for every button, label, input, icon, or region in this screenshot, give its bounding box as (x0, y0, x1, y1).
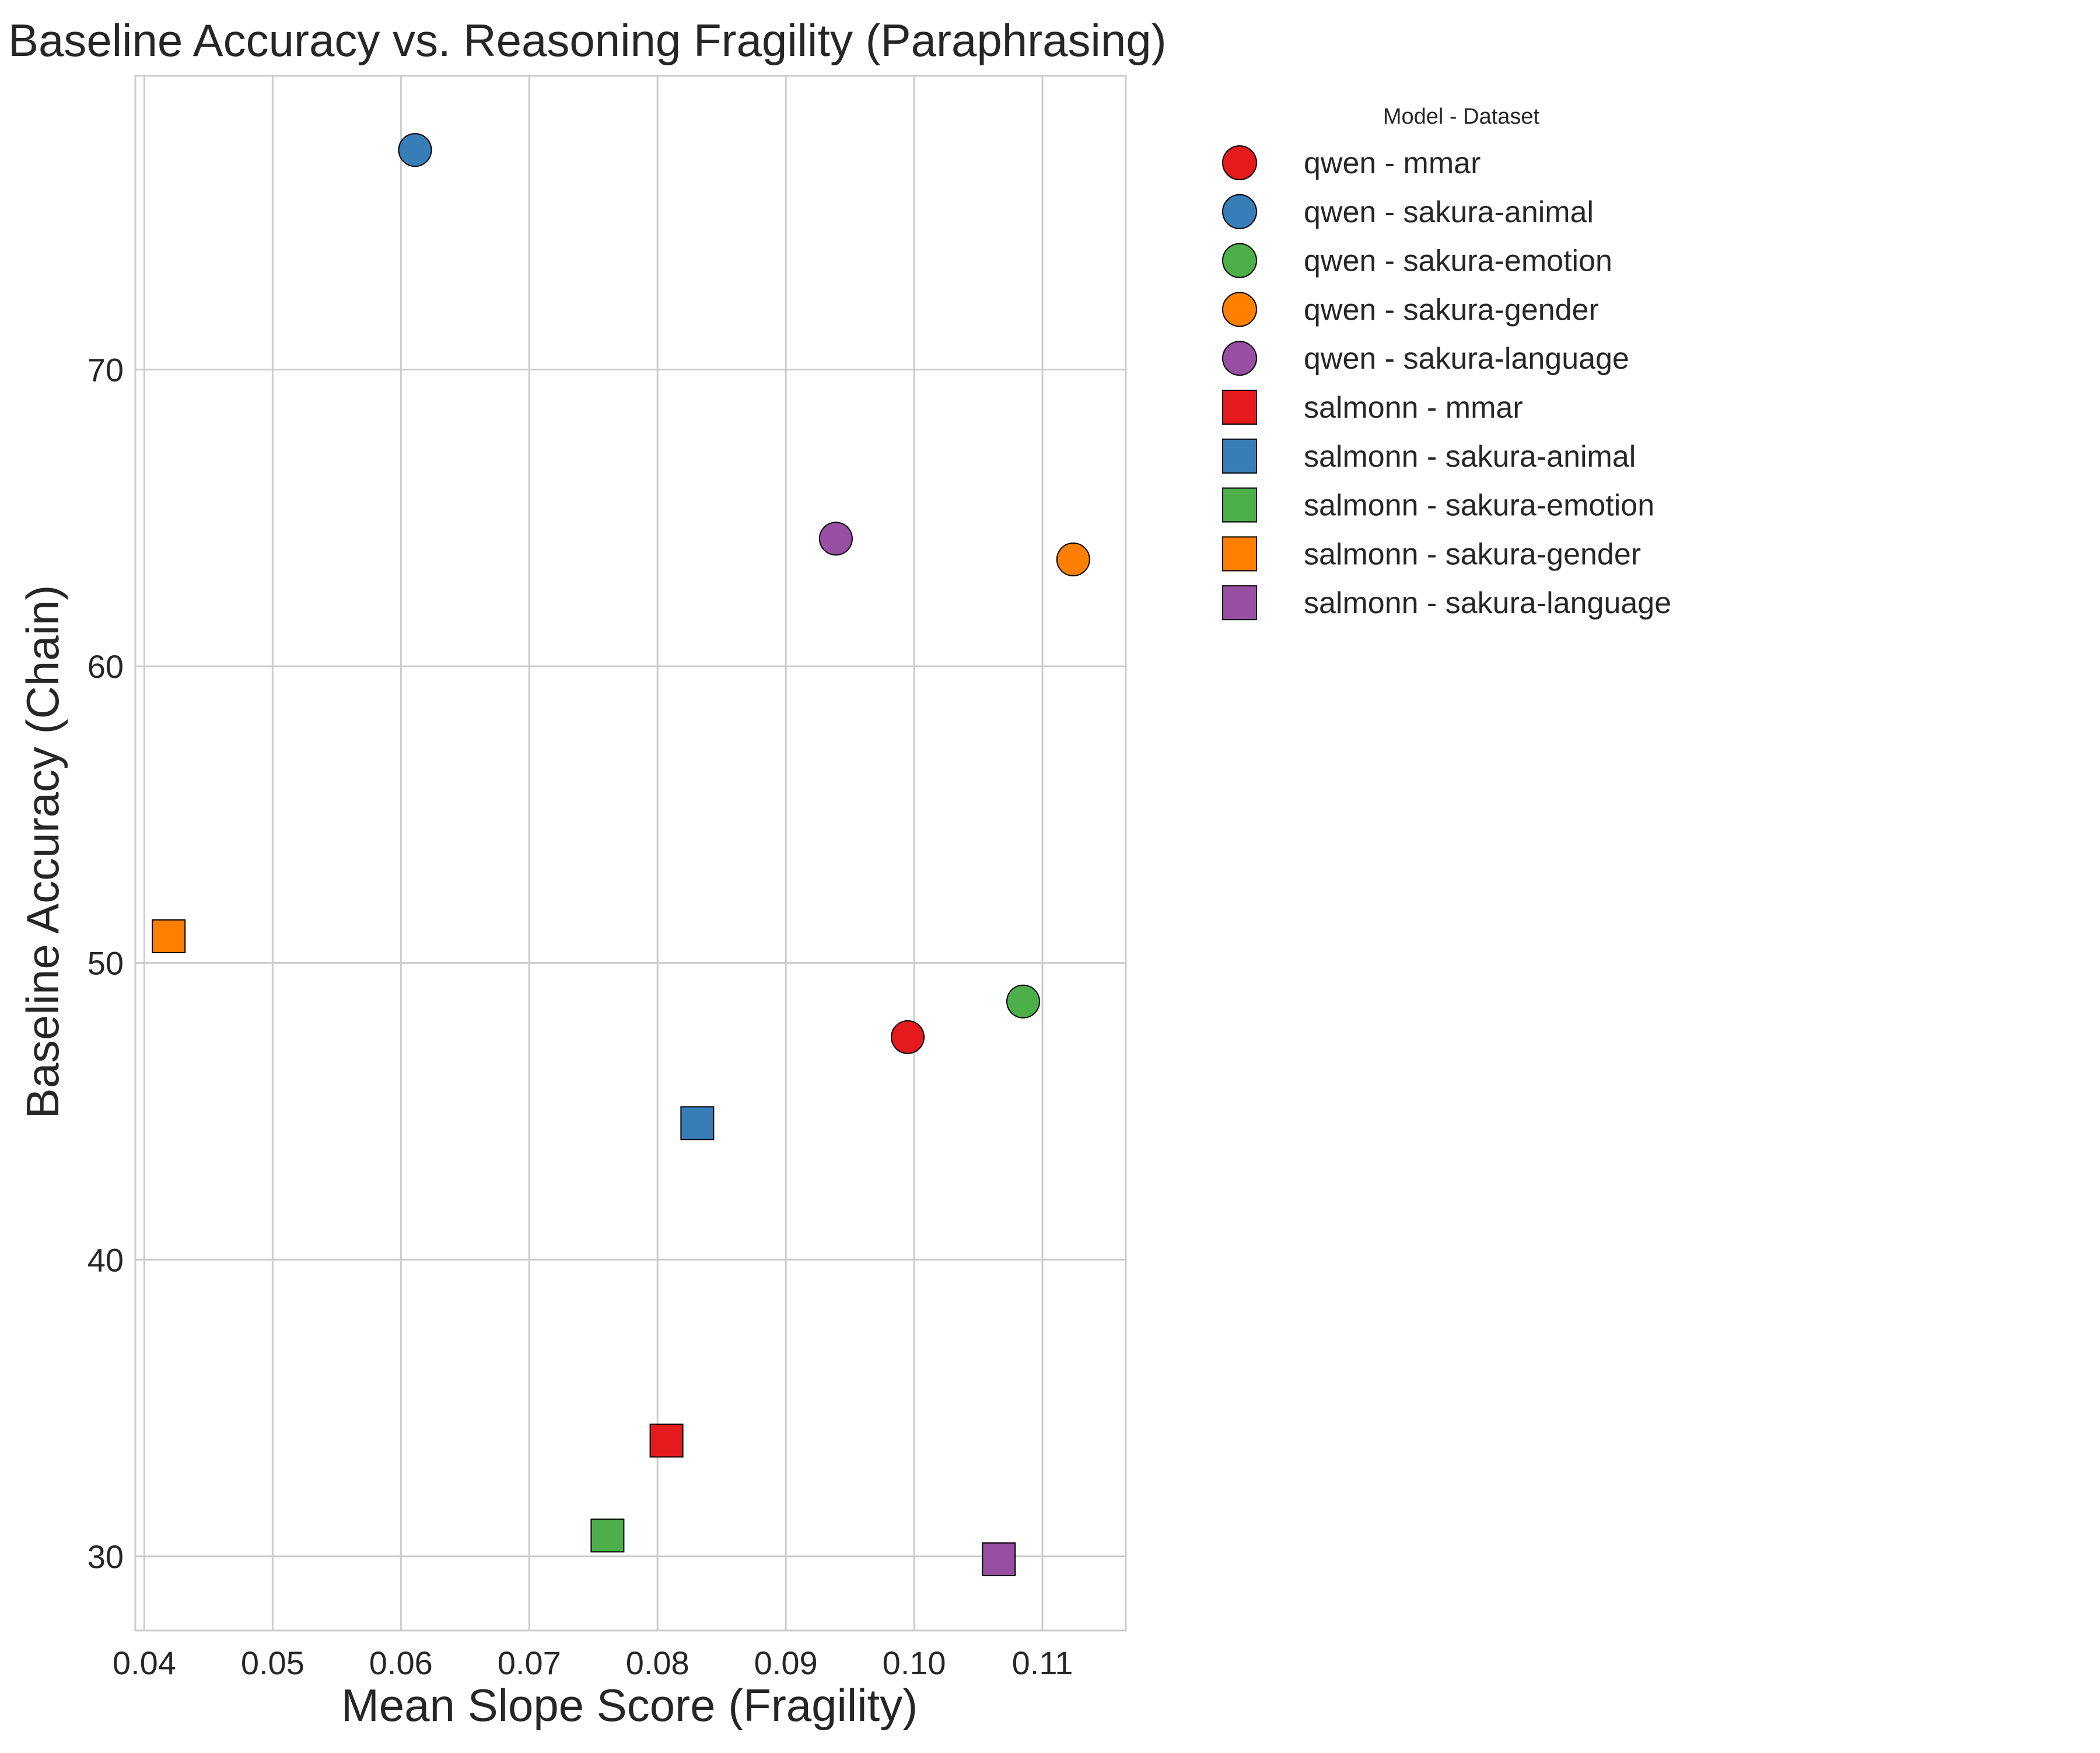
legend-label: salmonn - sakura-emotion (1304, 489, 1654, 523)
legend-marker (1222, 194, 1257, 229)
legend-items: qwen - mmar qwen - sakura-animal qwen - sa… (1222, 145, 1671, 621)
legend-marker (1222, 438, 1257, 474)
legend-item-qwen-sakura-gender: qwen - sakura-gender (1222, 292, 1599, 327)
point-qwen-sakura-animal (398, 133, 432, 167)
y-tick-label: 30 (88, 1538, 124, 1575)
legend-item-qwen-sakura-emotion: qwen - sakura-emotion (1222, 243, 1612, 278)
legend-item-salmonn-sakura-emotion: salmonn - sakura-emotion (1222, 487, 1654, 523)
legend-label: salmonn - sakura-gender (1304, 537, 1641, 571)
x-tick-label: 0.09 (754, 1644, 818, 1681)
point-qwen-mmar (891, 1020, 925, 1054)
legend-marker (1222, 487, 1257, 523)
legend-marker (1222, 243, 1257, 278)
legend-item-salmonn-sakura-language: salmonn - sakura-language (1222, 585, 1671, 621)
x-axis-ticks: 0.04 0.05 0.06 0.07 0.08 0.09 0.10 0.11 (113, 1644, 1073, 1681)
legend-marker (1222, 145, 1257, 180)
y-tick-label: 70 (88, 352, 124, 389)
point-salmonn-sakura-language (982, 1542, 1016, 1576)
legend-label: salmonn - mmar (1304, 391, 1523, 425)
plot-area-frame (134, 75, 1127, 1632)
legend-label: qwen - sakura-language (1304, 342, 1629, 376)
y-tick-label: 50 (88, 945, 124, 982)
legend-label: qwen - sakura-emotion (1304, 244, 1612, 278)
grid (135, 76, 1126, 1630)
point-salmonn-sakura-gender (152, 919, 186, 953)
legend-title: Model - Dataset (1383, 104, 1540, 129)
x-tick-label: 0.11 (1012, 1644, 1073, 1681)
y-tick-label: 60 (88, 648, 124, 685)
legend-label: qwen - sakura-gender (1304, 293, 1599, 327)
legend-item-qwen-sakura-language: qwen - sakura-language (1222, 341, 1629, 376)
legend-marker (1222, 292, 1257, 327)
legend-marker (1222, 390, 1257, 425)
point-qwen-sakura-gender (1056, 542, 1090, 576)
x-tick-label: 0.05 (241, 1644, 304, 1681)
legend-item-salmonn-mmar: salmonn - mmar (1222, 390, 1523, 425)
x-axis-label: Mean Slope Score (Fragility) (341, 1679, 918, 1731)
x-tick-label: 0.04 (113, 1644, 176, 1681)
legend-marker (1222, 585, 1257, 621)
legend-item-qwen-sakura-animal: qwen - sakura-animal (1222, 194, 1594, 229)
point-qwen-sakura-language (818, 522, 853, 556)
legend-item-qwen-mmar: qwen - mmar (1222, 145, 1480, 180)
y-axis-ticks: 30 40 50 60 70 (88, 352, 124, 1575)
y-axis-label: Baseline Accuracy (Chain) (17, 585, 68, 1119)
legend: Model - Dataset qwen - mmar qwen - sakura… (1222, 104, 1671, 621)
legend-marker (1222, 536, 1257, 572)
legend-item-salmonn-sakura-gender: salmonn - sakura-gender (1222, 536, 1641, 572)
x-tick-label: 0.07 (498, 1644, 561, 1681)
legend-marker (1222, 341, 1257, 376)
legend-label: qwen - mmar (1304, 146, 1480, 180)
point-salmonn-mmar (649, 1423, 684, 1458)
chart-title: Baseline Accuracy vs. Reasoning Fragilit… (8, 15, 1167, 66)
x-tick-label: 0.08 (626, 1644, 690, 1681)
data-points (152, 133, 1090, 1576)
legend-item-salmonn-sakura-animal: salmonn - sakura-animal (1222, 438, 1636, 474)
legend-label: qwen - sakura-animal (1304, 195, 1594, 229)
x-tick-label: 0.10 (883, 1644, 946, 1681)
legend-label: salmonn - sakura-animal (1304, 440, 1636, 474)
point-salmonn-sakura-animal (680, 1106, 715, 1140)
point-salmonn-sakura-emotion (590, 1518, 625, 1553)
y-tick-label: 40 (88, 1241, 124, 1278)
x-tick-label: 0.06 (369, 1644, 433, 1681)
point-qwen-sakura-emotion (1006, 984, 1041, 1019)
legend-label: salmonn - sakura-language (1304, 586, 1671, 620)
